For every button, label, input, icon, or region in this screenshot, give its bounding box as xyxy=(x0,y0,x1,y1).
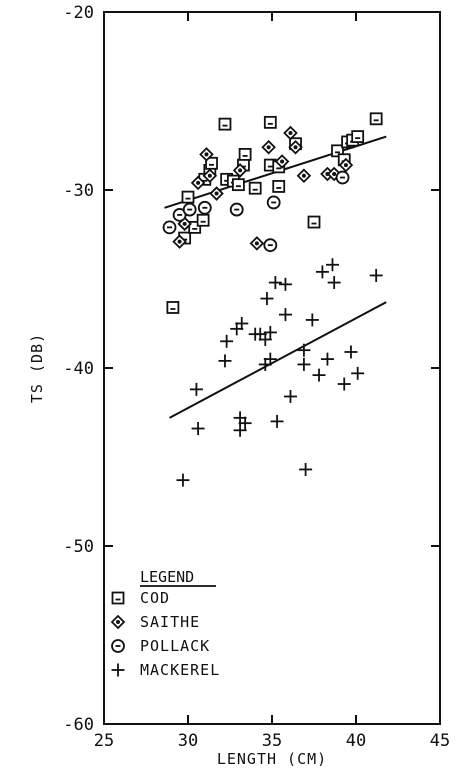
x-tick-label: 25 xyxy=(94,731,114,751)
y-axis-title: TS (DB) xyxy=(28,333,46,403)
mackerel-point xyxy=(268,276,282,290)
saithe-point xyxy=(249,236,265,251)
cod-point xyxy=(205,156,218,170)
mackerel-point xyxy=(260,292,274,306)
y-tick-label: -40 xyxy=(63,359,94,379)
mackerel-point xyxy=(238,416,252,430)
legend-label-mackerel: MACKEREL xyxy=(140,661,220,679)
saithe-point xyxy=(172,234,187,249)
saithe-point xyxy=(202,168,218,184)
cod-point xyxy=(188,220,202,234)
pollack-point xyxy=(229,202,244,217)
legend-marker-saithe xyxy=(110,614,126,630)
pollack-point xyxy=(263,238,278,253)
x-tick-label: 35 xyxy=(262,731,282,751)
saithe-point xyxy=(199,147,214,162)
cod-point xyxy=(231,178,245,192)
cod-point xyxy=(166,301,180,314)
mackerel-point xyxy=(312,368,326,382)
y-tick-label: -20 xyxy=(63,3,94,23)
data-points-group xyxy=(162,112,383,487)
mackerel-point xyxy=(278,277,292,291)
cod-point xyxy=(181,190,195,204)
axis-ticks-group: 25 30 35 40 45 -20 -30 -40 -50 -60 LENGTH (CM) TS (… xyxy=(28,3,450,768)
mackerel-point xyxy=(369,268,383,282)
pollack-point xyxy=(197,200,212,215)
cod-point xyxy=(196,213,210,227)
mackerel-point xyxy=(315,265,329,279)
saithe-point xyxy=(274,154,290,169)
saithe-point xyxy=(261,140,276,155)
mackerel-point xyxy=(258,333,272,347)
mackerel-point xyxy=(297,343,311,357)
mackerel-point xyxy=(233,423,247,437)
y-tick-label: -50 xyxy=(63,537,94,557)
cod-point xyxy=(331,144,344,158)
legend-marker-cod xyxy=(111,591,125,605)
saithe-point xyxy=(288,140,303,155)
legend-title: LEGEND xyxy=(140,568,194,586)
saithe-point xyxy=(338,157,354,173)
saithe-point xyxy=(296,168,312,184)
cod-point xyxy=(248,181,262,195)
y-tick-label: -30 xyxy=(63,181,94,201)
x-tick-label: 45 xyxy=(430,731,450,751)
mackerel-point xyxy=(191,422,205,436)
legend-marker-pollack xyxy=(111,639,125,653)
mackerel-point xyxy=(189,382,203,396)
saithe-point xyxy=(209,186,224,201)
saithe-point xyxy=(283,125,298,141)
mackerel-point xyxy=(283,389,297,403)
mackerel-point xyxy=(297,357,311,371)
mackerel-point xyxy=(176,473,190,487)
pollack-point xyxy=(266,195,281,210)
mackerel-point xyxy=(351,366,365,380)
mackerel-point xyxy=(220,334,234,348)
mackerel-point xyxy=(270,414,284,428)
legend-label-cod: COD xyxy=(140,589,170,607)
mackerel-point xyxy=(299,462,313,476)
cod-point xyxy=(263,115,277,129)
mackerel-point xyxy=(327,276,341,290)
cod-point xyxy=(218,117,232,131)
saithe-point xyxy=(190,175,206,191)
cod-point xyxy=(351,130,365,144)
mackerel-point xyxy=(218,354,232,368)
x-tick-label: 30 xyxy=(178,731,198,751)
mackerel-point xyxy=(263,352,277,366)
mackerel-point xyxy=(263,325,277,339)
regression-line-mackerel xyxy=(169,301,387,419)
pollack-point xyxy=(182,202,197,217)
mackerel-point xyxy=(278,308,292,322)
x-tick-label: 40 xyxy=(346,731,366,751)
cod-point xyxy=(307,215,321,229)
y-tick-label: -60 xyxy=(63,715,94,735)
pollack-point xyxy=(162,220,177,235)
mackerel-point xyxy=(337,377,351,391)
legend-label-saithe: SAITHE xyxy=(140,613,200,631)
cod-point xyxy=(369,112,383,126)
cod-point xyxy=(272,180,286,193)
x-axis-title: LENGTH (CM) xyxy=(217,750,327,768)
mackerel-point xyxy=(235,317,249,330)
mackerel-point xyxy=(325,258,339,272)
mackerel-point xyxy=(305,313,319,327)
legend-marker-mackerel xyxy=(111,663,125,677)
cod-point xyxy=(238,147,252,161)
saithe-point xyxy=(232,163,248,178)
legend: LEGEND COD SAITHE POLLACK MACKEREL xyxy=(110,568,220,679)
mackerel-point xyxy=(320,352,334,366)
mackerel-point xyxy=(344,345,358,359)
pollack-point xyxy=(335,170,350,185)
legend-label-pollack: POLLACK xyxy=(140,637,210,655)
